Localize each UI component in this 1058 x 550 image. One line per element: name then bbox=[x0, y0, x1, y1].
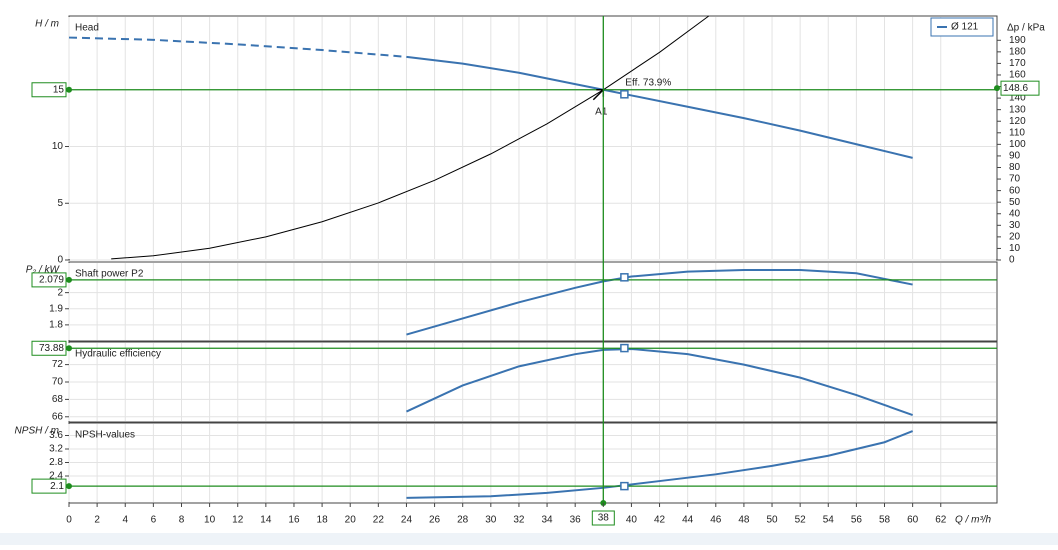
y-tick-label: 3.2 bbox=[49, 444, 63, 455]
marker bbox=[621, 274, 628, 281]
y2-tick-label: 120 bbox=[1009, 116, 1026, 127]
y2-tick-label: 40 bbox=[1009, 208, 1021, 219]
legend-label: Ø 121 bbox=[951, 22, 979, 33]
y2-tick-label: 70 bbox=[1009, 174, 1021, 185]
panel-title: Hydraulic efficiency bbox=[75, 349, 161, 360]
x-tick-label: 26 bbox=[429, 515, 441, 526]
x-tick-label: 2 bbox=[94, 515, 100, 526]
x-tick-label: 58 bbox=[879, 515, 891, 526]
op-value: 2.1 bbox=[50, 481, 64, 492]
x-tick-label: 40 bbox=[626, 515, 638, 526]
y2-tick-label: 90 bbox=[1009, 151, 1021, 162]
op-value: 73.88 bbox=[39, 343, 64, 354]
panel-title: NPSH-values bbox=[75, 430, 135, 441]
x-tick-label: 48 bbox=[738, 515, 750, 526]
op-dot bbox=[66, 345, 72, 351]
x-tick-label: 52 bbox=[795, 515, 807, 526]
x-tick-label: 24 bbox=[401, 515, 413, 526]
x-tick-label: 10 bbox=[204, 515, 216, 526]
x-tick-label: 16 bbox=[288, 515, 300, 526]
y-tick-label: 10 bbox=[52, 141, 64, 152]
y2-tick-label: 130 bbox=[1009, 104, 1026, 115]
op-dot bbox=[66, 277, 72, 283]
panel bbox=[69, 16, 997, 260]
y2-tick-label: 10 bbox=[1009, 243, 1021, 254]
x-tick-label: 30 bbox=[485, 515, 497, 526]
x-tick-label: 44 bbox=[682, 515, 694, 526]
x-tick-label: 18 bbox=[317, 515, 329, 526]
x-tick-label: 42 bbox=[654, 515, 666, 526]
y2-tick-label: 180 bbox=[1009, 46, 1026, 57]
y-tick-label: 1.8 bbox=[49, 320, 63, 331]
y2-tick-label: 30 bbox=[1009, 220, 1021, 231]
y2-tick-label: 160 bbox=[1009, 70, 1026, 81]
x-tick-label: 54 bbox=[823, 515, 835, 526]
op-dot bbox=[66, 483, 72, 489]
y-tick-label: 66 bbox=[52, 411, 64, 422]
y-tick-label: 1.9 bbox=[49, 303, 63, 314]
y-axis-label: NPSH / m bbox=[15, 426, 59, 437]
x-tick-label: 46 bbox=[710, 515, 722, 526]
y2-tick-label: 170 bbox=[1009, 58, 1026, 69]
y2-tick-label: 110 bbox=[1009, 127, 1025, 138]
y2-tick-label: 190 bbox=[1009, 35, 1026, 46]
eff-annotation: Eff. 73.9% bbox=[625, 77, 671, 88]
y2-axis-label: Δp / kPa bbox=[1007, 23, 1045, 34]
x-axis-label: Q / m³/h bbox=[955, 515, 992, 526]
op-value: 2.079 bbox=[39, 275, 64, 286]
y-axis-label: H / m bbox=[35, 19, 59, 30]
x-tick-label: 50 bbox=[766, 515, 778, 526]
op-value: 148.6 bbox=[1003, 83, 1028, 94]
x-tick-label: 4 bbox=[122, 515, 128, 526]
y-tick-label: 5 bbox=[57, 198, 63, 209]
x-tick-label: 28 bbox=[457, 515, 469, 526]
x-tick-label: 34 bbox=[541, 515, 553, 526]
y2-tick-label: 50 bbox=[1009, 197, 1021, 208]
x-tick-label: 56 bbox=[851, 515, 863, 526]
y-tick-label: 2.8 bbox=[49, 457, 63, 468]
marker bbox=[621, 91, 628, 98]
x-tick-label: 60 bbox=[907, 515, 919, 526]
x-tick-label: 14 bbox=[260, 515, 272, 526]
x-tick-label: 20 bbox=[345, 515, 357, 526]
x-tick-label: 32 bbox=[513, 515, 525, 526]
marker bbox=[621, 345, 628, 352]
y-tick-label: 70 bbox=[52, 377, 64, 388]
op-value: 38 bbox=[598, 513, 610, 524]
x-tick-label: 22 bbox=[373, 515, 385, 526]
point-label: A1 bbox=[595, 106, 608, 117]
op-dot bbox=[66, 87, 72, 93]
x-tick-label: 12 bbox=[232, 515, 244, 526]
x-tick-label: 36 bbox=[570, 515, 582, 526]
y2-tick-label: 0 bbox=[1009, 255, 1015, 266]
panel-title: Head bbox=[75, 23, 99, 34]
y-tick-label: 72 bbox=[52, 359, 64, 370]
y2-tick-label: 20 bbox=[1009, 232, 1021, 243]
x-tick-label: 8 bbox=[179, 515, 185, 526]
x-tick-label: 62 bbox=[935, 515, 947, 526]
marker bbox=[621, 483, 628, 490]
op-value: 15 bbox=[53, 84, 65, 95]
y2-tick-label: 60 bbox=[1009, 185, 1021, 196]
footer-band bbox=[0, 533, 1058, 545]
x-tick-label: 6 bbox=[151, 515, 157, 526]
y2-tick-label: 80 bbox=[1009, 162, 1021, 173]
y-tick-label: 2 bbox=[57, 287, 63, 298]
panel-title: Shaft power P2 bbox=[75, 269, 144, 280]
x-tick-label: 0 bbox=[66, 515, 72, 526]
y2-tick-label: 100 bbox=[1009, 139, 1026, 150]
y-tick-label: 68 bbox=[52, 394, 64, 405]
